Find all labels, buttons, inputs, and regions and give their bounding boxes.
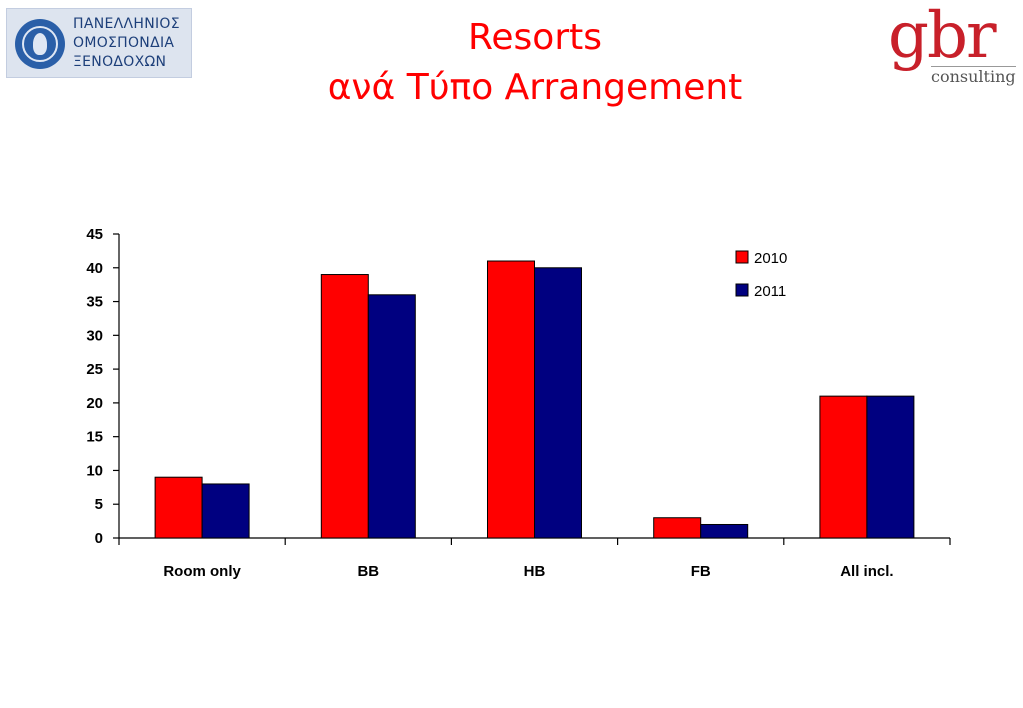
legend-swatch-2010 [735, 250, 749, 264]
y-tick-label: 40 [86, 260, 103, 277]
bar-2010 [653, 517, 702, 539]
legend-label-2010: 2010 [754, 250, 787, 267]
x-category-label: BB [357, 563, 379, 580]
x-category-label: Room only [163, 563, 241, 580]
x-category-label: FB [691, 563, 711, 580]
y-tick-label: 30 [86, 327, 103, 344]
x-category-label: All incl. [840, 563, 893, 580]
y-tick-label: 25 [86, 361, 103, 378]
bar-2011 [367, 294, 416, 539]
y-tick-label: 5 [95, 496, 103, 513]
y-tick-label: 15 [86, 429, 103, 446]
gbr-logo: gbr consulting [888, 0, 1018, 92]
y-tick-label: 35 [86, 294, 103, 311]
legend-label-2011: 2011 [754, 283, 786, 300]
legend-swatch-2011 [735, 283, 749, 297]
bar-2011 [201, 483, 250, 539]
y-tick-label: 10 [86, 462, 103, 479]
federation-name: ΠΑΝΕΛΛΗΝΙΟΣ ΟΜΟΣΠΟΝΔΙΑ ΞΕΝΟΔΟΧΩΝ [73, 15, 180, 72]
federation-name-line: ΟΜΟΣΠΟΝΔΙΑ [73, 35, 175, 51]
bar-2010 [819, 395, 868, 539]
bar-2011 [700, 523, 749, 539]
gbr-logo-rule [931, 66, 1016, 67]
bar-2011 [534, 267, 582, 539]
federation-name-line: ΠΑΝΕΛΛΗΝΙΟΣ [73, 16, 180, 32]
y-tick-label: 0 [95, 530, 103, 547]
federation-seal-icon [15, 19, 65, 69]
slide-subtitle: ανά Τύπο Arrangement [327, 67, 743, 108]
federation-logo: ΠΑΝΕΛΛΗΝΙΟΣ ΟΜΟΣΠΟΝΔΙΑ ΞΕΝΟΔΟΧΩΝ [6, 8, 192, 78]
x-category-label: HB [524, 563, 546, 580]
gbr-logo-mark: gbr [888, 0, 997, 73]
bar-2010 [320, 274, 369, 539]
y-tick-label: 20 [86, 395, 103, 412]
gbr-logo-subtitle: consulting [931, 67, 1016, 86]
y-tick-label: 45 [86, 226, 103, 243]
bar-2010 [487, 260, 535, 539]
bar-2010 [154, 476, 203, 539]
bar-2011 [866, 395, 915, 539]
slide-title: Resorts [468, 17, 602, 58]
federation-name-line: ΞΕΝΟΔΟΧΩΝ [73, 54, 167, 70]
